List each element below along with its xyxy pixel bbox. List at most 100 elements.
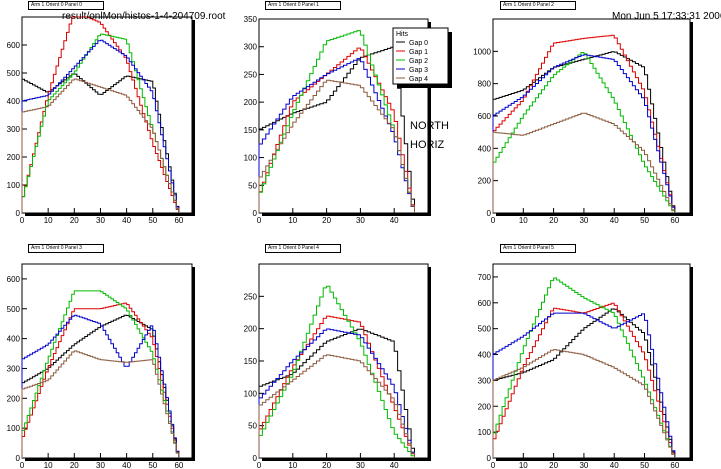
series-line [492,308,676,458]
y-tick-label: 200 [478,402,492,411]
legend-box [392,27,449,85]
x-tick-label: 0 [491,461,496,469]
y-tick-label: 150 [244,126,258,135]
y-tick-label: 400 [478,351,492,360]
x-tick-label: 20 [549,461,558,469]
x-tick-label: 30 [579,216,588,225]
y-tick-label: 100 [7,181,21,190]
x-tick-label: 60 [670,216,679,225]
series-line [258,58,415,213]
y-tick-label: 50 [248,181,257,190]
x-tick-label: 10 [519,216,528,225]
series-line [21,16,180,213]
y-tick-label: 200 [7,153,21,162]
x-tick-label: 60 [174,216,183,225]
y-tick-label: 0 [253,209,258,218]
series-line [258,328,415,458]
panel-title: Arm 1 Orient 0 Panel 5 [500,244,576,253]
y-tick-label: 600 [478,112,492,121]
series-line [258,30,415,213]
x-tick-label: 50 [148,461,157,469]
series-line [492,112,676,213]
legend-entry: Gap 4 [409,76,428,83]
y-tick-label: 300 [7,364,21,373]
y-tick-label: 100 [478,428,492,437]
legend-title: Hits [396,31,409,38]
series-line [258,46,415,213]
x-tick-label: 60 [670,461,679,469]
histogram-panel: 0 10 20 30 40 0 50 100 150 200 250 [244,263,431,469]
orientation-label: NORTH [410,120,449,132]
y-tick-label: 200 [244,325,258,334]
x-tick-label: 20 [549,216,558,225]
series-line [258,354,415,458]
y-tick-label: 0 [487,454,492,463]
x-tick-label: 50 [640,216,649,225]
x-tick-label: 40 [390,216,399,225]
x-tick-label: 10 [44,216,53,225]
y-tick-label: 600 [478,299,492,308]
timestamp-label: Mon Jun 5 17:33:31 2006 [612,11,721,22]
x-tick-label: 20 [322,461,331,469]
x-tick-label: 30 [579,461,588,469]
panel-title: Arm 1 Orient 0 Panel 0 [28,1,104,10]
y-tick-label: 0 [487,209,492,218]
panel-title: Arm 1 Orient 0 Panel 4 [265,244,341,253]
y-tick-label: 200 [478,177,492,186]
legend-entry: Gap 3 [409,67,428,74]
x-tick-label: 30 [356,216,365,225]
x-tick-label: 0 [257,461,262,469]
x-tick-label: 10 [44,461,53,469]
x-tick-label: 40 [390,461,399,469]
y-tick-label: 300 [7,125,21,134]
series-line [21,314,180,458]
legend-entry: Gap 0 [409,40,428,47]
y-tick-label: 100 [244,389,258,398]
y-tick-label: 250 [244,292,258,301]
x-tick-label: 40 [122,461,131,469]
x-tick-label: 40 [610,216,619,225]
x-tick-label: 10 [288,216,297,225]
y-tick-label: 700 [478,273,492,282]
x-tick-label: 30 [96,216,105,225]
x-tick-label: 0 [257,216,262,225]
x-tick-label: 30 [96,461,105,469]
orientation-label: HORIZ [410,139,445,151]
y-tick-label: 0 [16,454,21,463]
y-tick-label: 400 [7,335,21,344]
y-tick-label: 200 [244,98,258,107]
series-line [258,79,415,213]
panel-frame [258,263,429,459]
series-line [258,47,415,213]
series-line [492,52,676,213]
y-tick-label: 200 [7,394,21,403]
x-tick-label: 0 [20,461,25,469]
panel-title: Arm 1 Orient 0 Panel 3 [28,244,104,253]
series-line [21,290,180,458]
y-tick-label: 400 [478,144,492,153]
panel-title: Arm 1 Orient 0 Panel 2 [500,1,576,10]
x-tick-label: 0 [491,216,496,225]
y-tick-label: 350 [244,15,258,24]
y-tick-label: 600 [7,275,21,284]
series-line [492,51,676,213]
x-tick-label: 20 [70,216,79,225]
x-tick-label: 30 [356,461,365,469]
x-tick-label: 50 [640,461,649,469]
panel-frame [492,263,691,459]
y-tick-label: 500 [7,305,21,314]
y-tick-label: 0 [253,454,258,463]
y-tick-label: 250 [244,70,258,79]
series-line [492,277,676,458]
series-line [21,302,180,458]
y-tick-label: 100 [7,424,21,433]
file-path-label: result/onlMon/histos-1-4-204709.root [62,11,226,22]
y-tick-label: 0 [16,209,21,218]
y-tick-label: 150 [244,357,258,366]
panel-frame [21,263,193,459]
panel-frame [21,16,193,214]
